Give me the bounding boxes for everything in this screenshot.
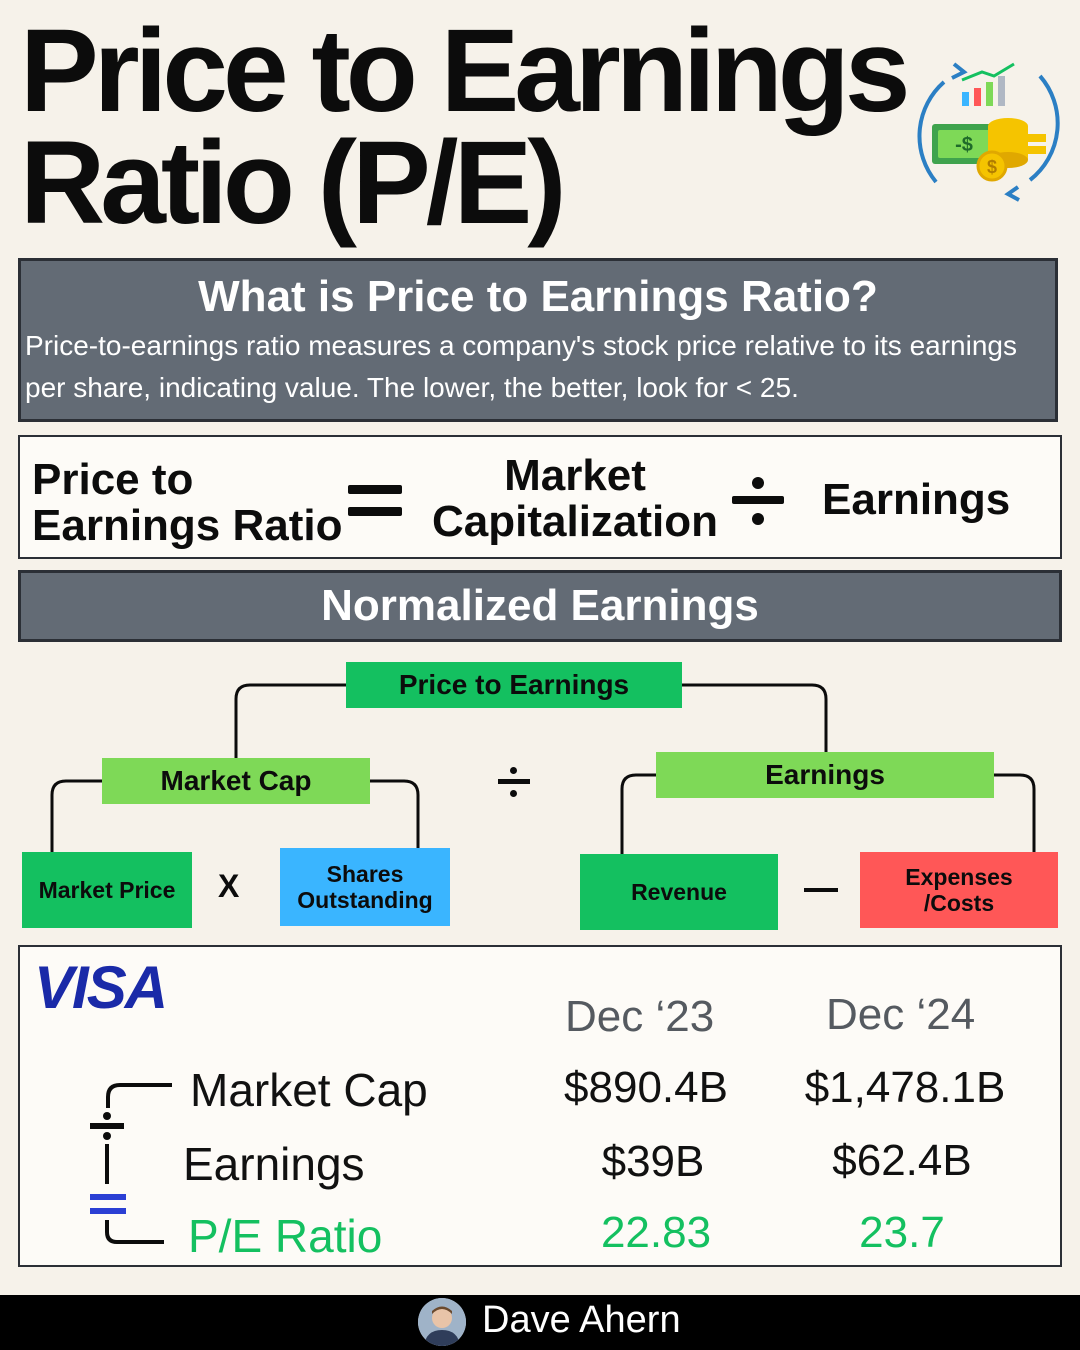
page-title-line-1: Price to Earnings bbox=[20, 5, 911, 137]
visa-logo: VISA bbox=[34, 954, 168, 1021]
expenses-line-2: /Costs bbox=[923, 890, 995, 916]
expenses-line-1: Expenses bbox=[905, 864, 1013, 890]
divide-icon-dot-top bbox=[752, 477, 764, 489]
avatar bbox=[418, 1298, 466, 1346]
finance-cycle-icon: -$ $ bbox=[917, 62, 1060, 202]
value-earnings-dec-24: $62.4B bbox=[832, 1136, 972, 1185]
tree-node-expenses: Expenses /Costs bbox=[860, 852, 1058, 928]
formula-box: Price to Earnings Ratio Market Capitaliz… bbox=[18, 435, 1062, 559]
shares-line-2: Outstanding bbox=[297, 887, 433, 913]
value-market-cap-dec-24: $1,478.1B bbox=[804, 1063, 1006, 1112]
tree-node-price-to-earnings: Price to Earnings bbox=[346, 662, 682, 708]
svg-text:-$: -$ bbox=[955, 134, 973, 156]
formula-market-cap-label: Market Capitalization bbox=[432, 453, 718, 545]
formula-market-line-2: Capitalization bbox=[432, 497, 719, 546]
divide-icon-dot-bottom bbox=[752, 513, 764, 525]
tree-divide-dot-top bbox=[510, 767, 517, 774]
tree-divide-icon bbox=[498, 779, 530, 784]
formula-earnings-label: Earnings bbox=[822, 475, 1011, 524]
row-label-pe-ratio: P/E Ratio bbox=[188, 1210, 383, 1262]
multiply-icon: X bbox=[218, 868, 240, 904]
formula-pe-line-2: Earnings Ratio bbox=[32, 501, 343, 550]
divide-equals-bracket-icon bbox=[90, 1083, 172, 1244]
tree-node-market-cap: Market Cap bbox=[102, 758, 370, 804]
formula-pe-line-1: Price to bbox=[32, 455, 194, 504]
definition-heading: What is Price to Earnings Ratio? bbox=[198, 272, 878, 321]
value-earnings-dec-23: $39B bbox=[601, 1137, 705, 1186]
value-pe-ratio-dec-23: 22.83 bbox=[600, 1208, 712, 1257]
page-title-line-2: Ratio (P/E) bbox=[20, 117, 567, 249]
tree-divide-dot-bottom bbox=[510, 790, 517, 797]
equals-icon-top bbox=[348, 485, 402, 494]
tree-node-shares-outstanding: Shares Outstanding bbox=[280, 848, 450, 926]
minus-icon bbox=[804, 888, 838, 892]
tree-node-market-price: Market Price bbox=[22, 852, 192, 928]
value-pe-ratio-dec-24: 23.7 bbox=[859, 1208, 945, 1257]
definition-text: Price-to-earnings ratio measures a compa… bbox=[25, 330, 1017, 403]
value-market-cap-dec-23: $890.4B bbox=[564, 1063, 728, 1112]
formula-pe-label: Price to Earnings Ratio bbox=[32, 457, 343, 549]
column-header-dec-24: Dec ‘24 bbox=[826, 990, 976, 1039]
formula-market-line-1: Market bbox=[504, 451, 646, 500]
definition-box: What is Price to Earnings Ratio? Price-t… bbox=[18, 258, 1058, 422]
row-label-earnings: Earnings bbox=[183, 1138, 365, 1190]
shares-line-1: Shares bbox=[326, 861, 404, 887]
tree-node-revenue: Revenue bbox=[580, 854, 778, 930]
normalized-earnings-heading: Normalized Earnings bbox=[18, 570, 1062, 642]
svg-text:$: $ bbox=[987, 157, 997, 177]
footer-bar bbox=[0, 1295, 1080, 1350]
example-box bbox=[18, 945, 1062, 1267]
divide-icon bbox=[732, 496, 784, 504]
equals-icon-bottom bbox=[348, 507, 402, 516]
column-header-dec-23: Dec ‘23 bbox=[565, 992, 715, 1041]
author-name: Dave Ahern bbox=[482, 1299, 681, 1341]
tree-node-earnings: Earnings bbox=[656, 752, 994, 798]
row-label-market-cap: Market Cap bbox=[190, 1064, 428, 1116]
